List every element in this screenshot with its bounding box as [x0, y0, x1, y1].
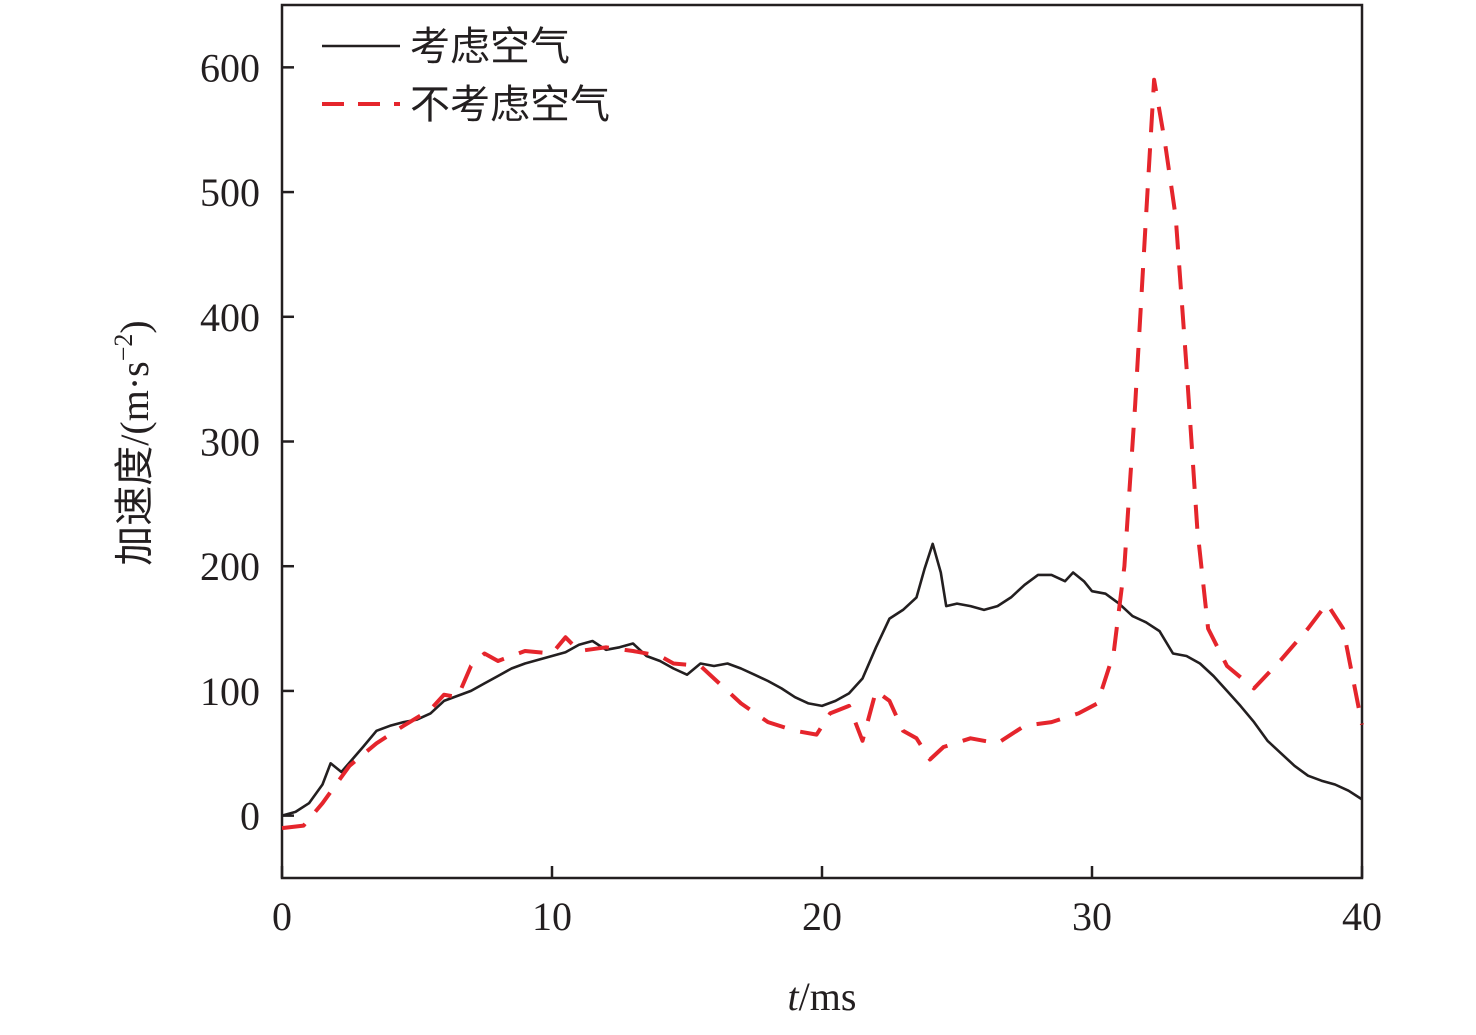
x-tick-label: 20	[802, 894, 842, 939]
series-layer	[281, 77, 1364, 831]
plot-frame	[280, 3, 1364, 880]
x-tick-label: 40	[1342, 894, 1382, 939]
y-tick-label: 300	[200, 420, 260, 465]
plot-area-border	[280, 3, 1364, 880]
x-tick-label: 10	[532, 894, 572, 939]
y-axis-label: 加速度/(m·s−2)	[109, 320, 157, 565]
x-tick-label: 0	[272, 894, 292, 939]
y-tick-label: 400	[200, 295, 260, 340]
y-axis-label-tail: )	[112, 320, 157, 333]
y-axis-label-sup: −2	[109, 334, 138, 362]
series-line-2	[281, 77, 1364, 831]
y-tick-label: 500	[200, 170, 260, 215]
series-line-1	[281, 542, 1363, 817]
y-tick-label: 100	[200, 669, 260, 714]
x-axis-label-italic: t	[788, 974, 800, 1019]
y-axis-label-main: 加速度/(m·s	[112, 361, 157, 565]
legend-label-2: 不考虑空气	[410, 82, 610, 128]
y-tick-label: 0	[240, 794, 260, 839]
x-tick-label: 30	[1072, 894, 1112, 939]
x-axis-label-unit: /ms	[799, 974, 857, 1019]
legend-label-1: 考虑空气	[410, 24, 570, 70]
y-tick-label: 600	[200, 45, 260, 90]
x-axis-label: t/ms	[788, 974, 857, 1019]
y-tick-label: 200	[200, 544, 260, 589]
